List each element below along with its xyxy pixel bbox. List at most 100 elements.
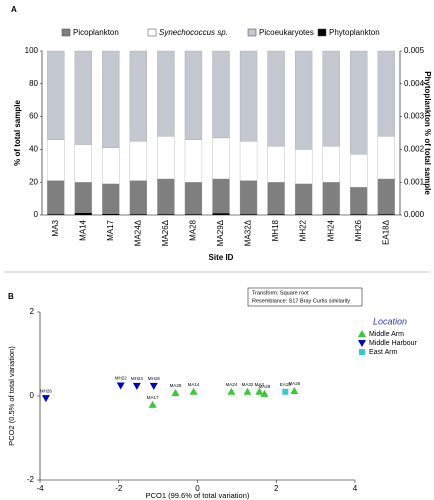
x-axis-title: Site ID	[209, 253, 234, 262]
bar-segment	[129, 141, 148, 181]
bar-segment	[267, 214, 285, 215]
bar-segment	[74, 213, 92, 215]
legend-title: Location	[373, 316, 407, 326]
point	[260, 389, 269, 397]
point	[189, 387, 198, 395]
bar-segment	[184, 214, 202, 215]
x-tick-label: -4	[36, 484, 44, 493]
bar-segment	[294, 149, 313, 184]
y2-tick-label: 0.003	[404, 112, 425, 121]
point	[290, 386, 299, 394]
bar-segment	[267, 50, 285, 147]
annotation: Resemblance: S17 Bray Curtis similarity	[252, 298, 350, 304]
x-tick-label: -2	[115, 484, 123, 493]
bar-segment	[157, 214, 175, 215]
bar-segment	[212, 213, 230, 215]
y-tick-label: 2	[30, 307, 35, 316]
legend-swatch	[247, 28, 257, 37]
point	[116, 382, 125, 390]
bar-segment	[377, 136, 395, 180]
bar-segment	[239, 50, 258, 142]
legend-label: East Arm	[369, 349, 398, 356]
legend-marker	[359, 349, 365, 355]
bar-segment	[377, 214, 395, 215]
bar-segment	[212, 137, 230, 180]
y-tick-label: 80	[29, 79, 38, 88]
panel-label: A	[11, 5, 17, 14]
bar-segment	[47, 139, 65, 181]
point	[149, 382, 158, 390]
point-label: MH26	[40, 388, 53, 393]
legend-label: Phytoplankton	[329, 28, 380, 37]
y-tick-label: 100	[25, 46, 39, 55]
bar-segment	[350, 214, 368, 215]
point-label: MA17	[147, 395, 159, 400]
x-axis-title: PCO1 (99.6% of total variation)	[146, 491, 250, 500]
bar-segment	[322, 50, 340, 147]
bar-segment	[157, 136, 175, 180]
legend-swatch	[317, 28, 327, 37]
point	[282, 388, 289, 395]
bar-segment	[350, 154, 368, 188]
legend-swatch	[61, 28, 71, 37]
bar-segment	[157, 50, 175, 137]
x-tick-label: MH22	[299, 219, 308, 241]
point-label: MH22	[115, 376, 128, 381]
bar-segment	[377, 50, 395, 137]
y-tick-label: 40	[29, 145, 38, 154]
y-tick-label: 60	[29, 112, 38, 121]
bar-segment	[294, 50, 313, 150]
x-tick-label: MA14	[78, 219, 87, 240]
legend-marker	[358, 340, 366, 347]
x-tick-label: EA18Δ	[381, 219, 390, 245]
bar-segment	[377, 178, 395, 216]
bar-segment	[239, 141, 258, 181]
x-tick-label: MA29Δ	[216, 219, 225, 246]
bar-segment	[294, 183, 313, 216]
x-tick-label: MA24Δ	[133, 219, 142, 246]
bar-segment	[212, 50, 230, 139]
legend-label: Picoeukaryotes	[259, 28, 314, 37]
point	[171, 389, 180, 397]
point	[148, 400, 157, 408]
point-label: MA29	[259, 384, 271, 389]
bar-segment	[74, 50, 92, 145]
point	[41, 395, 50, 403]
point	[132, 382, 141, 390]
bar-segment	[350, 186, 368, 216]
bar-segment	[267, 182, 285, 216]
bar-segment	[74, 182, 92, 216]
annotation-box	[247, 287, 363, 307]
legend-label: Middle Harbour	[369, 340, 418, 347]
bar-segment	[129, 50, 148, 142]
point-label: MA3	[255, 382, 265, 387]
bar-segment	[74, 144, 92, 183]
x-tick-label: MA32Δ	[244, 219, 253, 246]
x-tick-label: MA3	[51, 219, 60, 236]
point	[243, 387, 252, 395]
bar-segment	[47, 214, 65, 215]
y2-tick-label: 0.004	[404, 79, 425, 88]
x-tick-label: 0	[195, 484, 200, 493]
point-label: MA14	[188, 382, 200, 387]
point	[227, 387, 236, 395]
y-axis-title: PCO2 (0.5% of total variation)	[7, 346, 16, 446]
x-tick-label: MA28	[189, 219, 198, 240]
x-tick-label: MA26Δ	[161, 219, 170, 246]
legend-label: Synechococcus sp.	[159, 28, 228, 37]
legend-label: Middle Arm	[369, 331, 404, 338]
x-tick-label: 2	[274, 484, 279, 493]
point	[255, 387, 264, 395]
bar-segment	[184, 139, 203, 183]
y-axis-title: % of total sample	[13, 100, 22, 166]
y-tick-label: -2	[27, 475, 35, 484]
annotation: Transform: Square root	[252, 290, 309, 296]
y2-tick-label: 0.002	[404, 145, 425, 154]
x-tick-label: MH24	[326, 219, 335, 241]
y-tick-label: 0	[30, 391, 35, 400]
bar-segment	[47, 50, 65, 140]
point-label: MH24	[131, 376, 144, 381]
y2-axis-title: Phytoplankton % of total sample	[423, 71, 432, 195]
bar-segment	[102, 214, 120, 215]
